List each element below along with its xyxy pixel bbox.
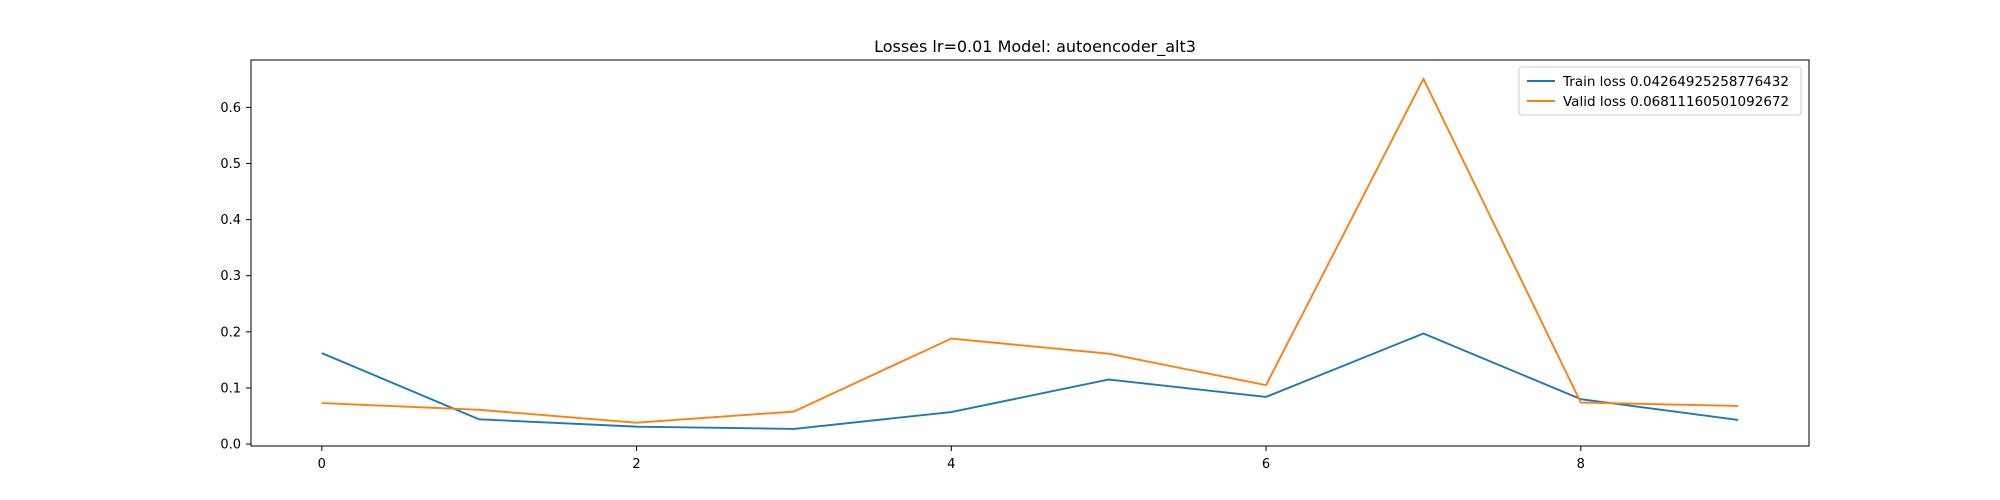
x-tick-label: 4 [947, 457, 955, 472]
x-tick-label: 8 [1577, 457, 1585, 472]
y-tick-label: 0.5 [220, 157, 241, 172]
y-tick-label: 0.3 [220, 269, 241, 284]
plot-area: 0 2 4 6 8 0.0 0.1 0.2 0.3 0.4 0.5 0.6 Train loss 0.0… [220, 59, 1810, 472]
legend-label-train: Train loss 0.04264925258776432 [1562, 74, 1789, 90]
y-tick-label: 0.1 [220, 381, 241, 396]
train-loss-line [321, 332, 1739, 430]
y-tick-label: 0.0 [220, 438, 241, 453]
y-tick-label: 0.6 [220, 101, 241, 116]
legend-label-valid: Valid loss 0.06811160501092672 [1563, 94, 1789, 110]
x-tick-label: 2 [632, 457, 640, 472]
valid-loss-line [321, 77, 1739, 424]
x-tick-label: 6 [1262, 457, 1270, 472]
axes-frame [250, 59, 1810, 447]
y-tick-label: 0.4 [220, 213, 241, 228]
y-tick-label: 0.2 [220, 325, 241, 340]
chart-title: Losses lr=0.01 Model: autoencoder_alt3 [874, 37, 1196, 57]
legend-box [1518, 66, 1802, 116]
x-tick-label: 0 [318, 457, 326, 472]
